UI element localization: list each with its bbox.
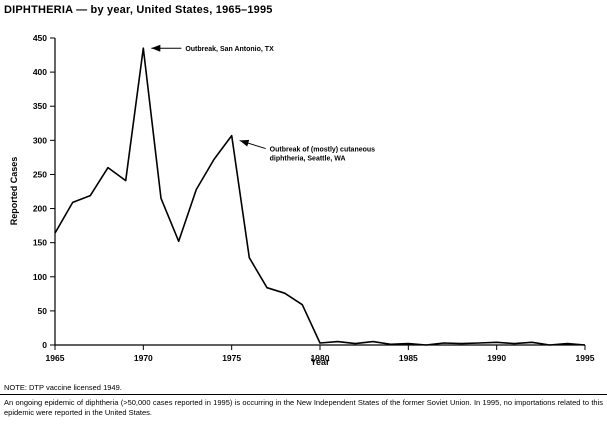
x-tick-label: 1975	[222, 353, 241, 363]
x-tick-label: 1990	[487, 353, 506, 363]
y-tick-label: 200	[33, 204, 47, 214]
x-tick-label: 1970	[134, 353, 153, 363]
y-tick-label: 150	[33, 238, 47, 248]
annotation-text: diphtheria, Seattle, WA	[270, 156, 346, 163]
y-axis-label: Reported Cases	[9, 156, 19, 226]
series-line	[54, 47, 586, 346]
y-tick-label: 0	[42, 340, 47, 350]
x-tick-label: 1965	[46, 353, 65, 363]
axes	[54, 38, 585, 346]
y-tick-label: 250	[33, 169, 47, 179]
footer-text: An ongoing epidemic of diphtheria (>50,0…	[4, 398, 603, 417]
x-tick-label: 1985	[399, 353, 418, 363]
annotation-arrow	[239, 139, 266, 150]
y-tick-label: 300	[33, 135, 47, 145]
x-tick-label: 1995	[576, 353, 595, 363]
note-text: NOTE: DTP vaccine licensed 1949.	[4, 383, 122, 392]
chart-title: DIPHTHERIA — by year, United States, 196…	[4, 4, 273, 16]
y-tick-label: 350	[33, 101, 47, 111]
y-tick-label: 400	[33, 67, 47, 77]
x-axis-label: Year	[310, 357, 330, 367]
divider	[0, 394, 607, 395]
y-tick-label: 450	[33, 33, 47, 43]
x-tick-label: 1980	[311, 353, 330, 363]
annotation-text: Outbreak of (mostly) cutaneous	[270, 147, 376, 154]
y-tick-label: 100	[33, 272, 47, 282]
annotation-text: Outbreak, San Antonio, TX	[185, 46, 274, 53]
y-tick-label: 50	[38, 306, 48, 316]
